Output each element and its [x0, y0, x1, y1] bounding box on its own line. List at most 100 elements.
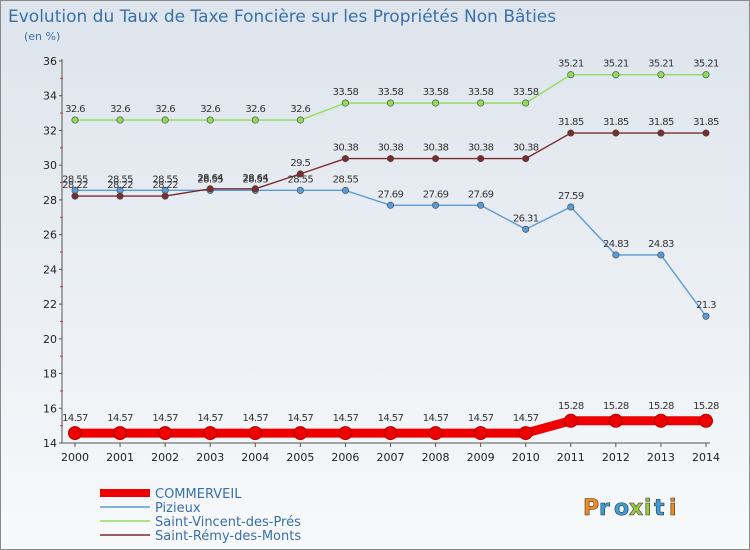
- data-label: 14.57: [62, 413, 88, 424]
- chart-title: Evolution du Taux de Taxe Foncière sur l…: [8, 7, 556, 27]
- data-label: 15.28: [603, 401, 629, 412]
- data-label: 14.57: [288, 413, 314, 424]
- data-label: 32.6: [200, 104, 220, 115]
- legend-label: Pizieux: [155, 501, 201, 516]
- data-point: [341, 155, 349, 163]
- legend-label: COMMERVEIL: [155, 487, 242, 502]
- data-label: 28.55: [333, 174, 359, 185]
- x-tick-label: 2001: [106, 451, 134, 464]
- x-tick-label: 2003: [196, 451, 224, 464]
- series-line-1: [75, 189, 707, 317]
- data-point: [567, 203, 575, 211]
- data-point: [699, 413, 713, 428]
- logo-letter: i: [669, 496, 677, 521]
- data-label: 32.6: [65, 104, 85, 115]
- data-point: [341, 186, 349, 194]
- x-tick-label: 2000: [61, 451, 89, 464]
- data-label: 33.58: [333, 87, 359, 98]
- data-label: 27.69: [468, 189, 494, 200]
- data-point: [68, 426, 82, 441]
- y-tick-label: 26: [43, 229, 57, 242]
- data-point: [296, 186, 304, 194]
- data-label: 14.57: [513, 413, 539, 424]
- data-label: 28.22: [62, 180, 88, 191]
- x-tick-label: 2012: [602, 451, 630, 464]
- data-point: [203, 426, 218, 441]
- x-tick-label: 2010: [512, 451, 540, 464]
- data-label: 14.57: [468, 413, 494, 424]
- data-point: [522, 225, 530, 233]
- logo-letter: P: [583, 496, 599, 521]
- y-tick-label: 22: [43, 298, 57, 311]
- data-point: [386, 99, 394, 107]
- x-tick-label: 2014: [692, 451, 720, 464]
- data-label: 15.28: [693, 401, 719, 412]
- x-tick-label: 2011: [557, 451, 585, 464]
- y-tick-label: 28: [43, 194, 57, 207]
- data-point: [702, 312, 710, 320]
- data-label: 31.85: [558, 117, 584, 128]
- data-label: 31.85: [603, 117, 629, 128]
- data-point: [251, 185, 259, 193]
- data-point: [522, 155, 530, 163]
- data-label: 31.85: [648, 117, 674, 128]
- legend-label: Saint-Rémy-des-Monts: [155, 529, 301, 544]
- x-tick-label: 2004: [241, 451, 269, 464]
- data-point: [608, 413, 623, 428]
- x-tick-label: 2008: [422, 451, 450, 464]
- data-point: [383, 426, 398, 441]
- y-tick-label: 34: [43, 90, 57, 103]
- data-point: [248, 426, 263, 441]
- data-label: 33.58: [468, 87, 494, 98]
- chart-subtitle: (en %): [24, 30, 60, 43]
- data-label: 28.64: [197, 173, 223, 184]
- x-tick-label: 2002: [151, 451, 179, 464]
- data-point: [477, 99, 485, 107]
- data-label: 14.57: [152, 413, 178, 424]
- data-label: 35.21: [558, 59, 584, 70]
- data-point: [657, 129, 665, 137]
- logo-letter: t: [654, 496, 665, 521]
- data-point: [161, 192, 169, 200]
- data-point: [612, 71, 620, 79]
- data-point: [657, 71, 665, 79]
- data-point: [341, 99, 349, 107]
- data-point: [612, 129, 620, 137]
- data-point: [71, 116, 79, 124]
- series-layer: [68, 71, 713, 441]
- data-point: [158, 426, 173, 441]
- data-label: 29.5: [290, 158, 310, 169]
- data-label: 30.38: [378, 143, 404, 154]
- data-point: [567, 129, 575, 137]
- data-point: [432, 99, 440, 107]
- data-point: [206, 185, 214, 193]
- data-label: 28.55: [62, 174, 88, 185]
- y-tick-label: 20: [43, 333, 57, 346]
- data-label: 35.21: [648, 59, 674, 70]
- data-point: [522, 99, 530, 107]
- data-point: [477, 201, 485, 209]
- legend-label: Saint-Vincent-des-Prés: [155, 515, 301, 530]
- data-label: 14.57: [333, 413, 359, 424]
- data-point: [113, 426, 128, 441]
- data-point: [338, 426, 353, 441]
- data-label: 28.55: [242, 174, 268, 185]
- data-label: 30.38: [333, 143, 359, 154]
- data-label: 30.38: [513, 143, 539, 154]
- data-label: 24.83: [648, 239, 674, 250]
- data-point: [653, 413, 668, 428]
- data-label: 14.57: [242, 413, 268, 424]
- data-label: 32.6: [245, 104, 265, 115]
- data-label: 32.6: [110, 104, 130, 115]
- data-label: 27.69: [423, 189, 449, 200]
- data-point: [563, 413, 578, 428]
- data-point: [477, 155, 485, 163]
- data-label: 28.22: [152, 180, 178, 191]
- data-label: 27.69: [378, 189, 404, 200]
- x-tick-label: 2007: [377, 451, 405, 464]
- logo-letter: o: [614, 496, 629, 521]
- data-point: [473, 426, 488, 441]
- data-point: [116, 192, 124, 200]
